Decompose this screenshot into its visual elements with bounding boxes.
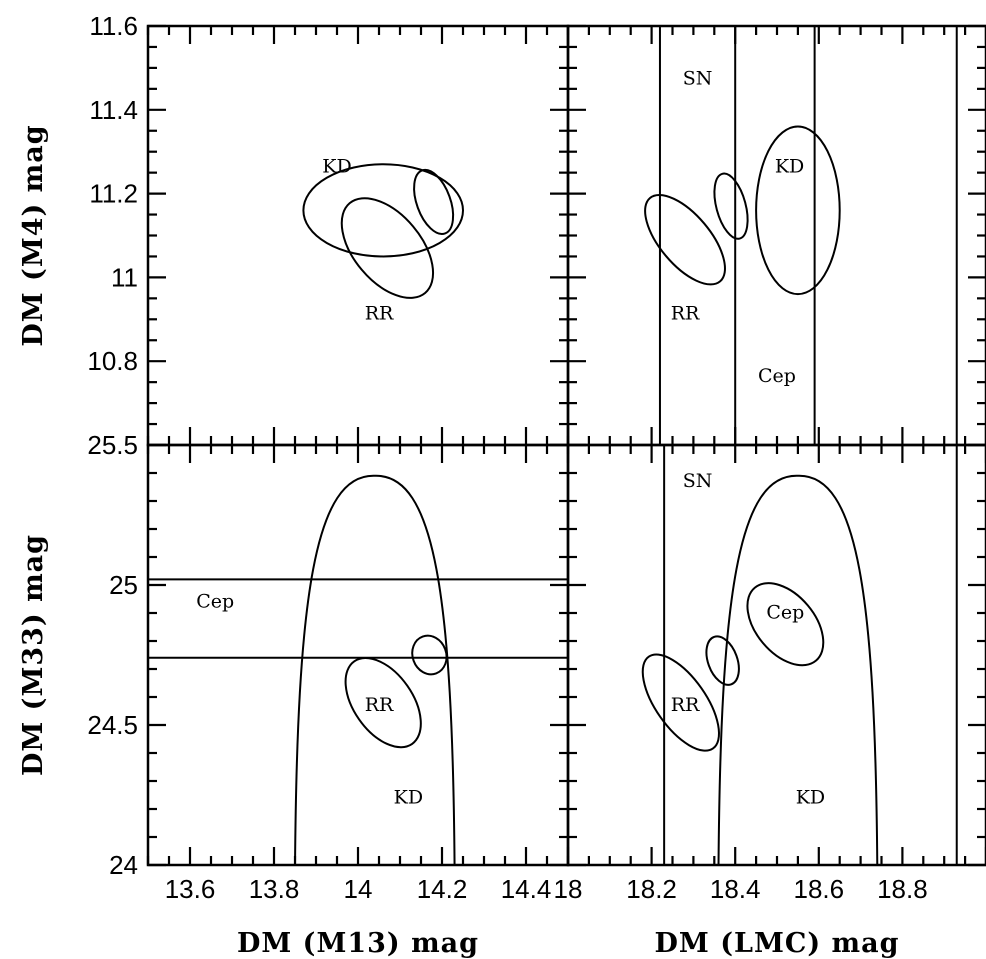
y-tick-label: 11	[111, 262, 138, 292]
contour-rr-cep	[705, 635, 740, 686]
panel-contours	[641, 445, 958, 865]
annotation-rr: RR	[365, 694, 394, 716]
annotation-rr: RR	[671, 694, 700, 716]
annotation-kd: KD	[394, 786, 423, 808]
x-tick-label: 13.6	[165, 874, 216, 904]
contour-kd	[294, 474, 456, 865]
panel-bottom-left	[146, 443, 570, 867]
panel-contours	[302, 163, 465, 299]
y-tick-label: 24.5	[87, 710, 138, 740]
panel-bottom-right	[566, 443, 986, 867]
x-tick-label: 18	[554, 874, 583, 904]
x-tick-label: 13.8	[249, 874, 300, 904]
y-tick-label: 11.6	[89, 11, 138, 41]
x-tick-label: 14	[344, 874, 373, 904]
y-tick-label: 25	[109, 570, 138, 600]
panel-frame	[146, 24, 570, 447]
annotation-sn: SN	[683, 68, 713, 90]
y-tick-label: 10.8	[87, 346, 138, 376]
x-tick-label: 18.2	[626, 874, 677, 904]
annotation-cep: Cep	[758, 365, 796, 387]
x-axis-title: DM (M13) mag	[237, 928, 479, 959]
annotation-cep: Cep	[766, 602, 804, 624]
x-tick-label: 18.6	[793, 874, 844, 904]
contour-rr-cep	[411, 634, 448, 676]
contour-rr	[641, 653, 720, 752]
x-tick-label: 18.8	[877, 874, 928, 904]
panel-contours	[644, 26, 958, 445]
annotation-sn: SN	[683, 470, 713, 492]
annotation-cep: Cep	[196, 590, 234, 612]
x-tick-label: 14.4	[501, 874, 552, 904]
annotation-rr: RR	[671, 302, 700, 324]
annotation-kd: KD	[796, 786, 825, 808]
x-tick-label: 18.4	[710, 874, 761, 904]
y-tick-label: 24	[109, 850, 138, 880]
annotation-rr: RR	[365, 302, 394, 324]
contour-kd	[717, 474, 879, 865]
panel-contours	[148, 474, 568, 865]
y-tick-label: 11.4	[89, 95, 138, 125]
contour-rr-kd	[713, 172, 749, 240]
x-tick-label: 14.2	[417, 874, 468, 904]
contour-kd	[302, 163, 465, 258]
contour-rr	[340, 197, 435, 299]
contour-rr	[344, 657, 422, 749]
y-tick-label: 11.2	[89, 179, 138, 209]
y-axis-title: DM (M4) mag	[18, 124, 49, 346]
contour-cep	[746, 582, 825, 667]
annotation-kd: KD	[775, 156, 804, 178]
contour-rr-kd	[413, 168, 455, 235]
panel-top-left	[146, 24, 570, 447]
contour-rr	[644, 193, 726, 286]
contour-kd	[755, 125, 841, 296]
panel-frame	[146, 443, 570, 867]
x-axis-title: DM (LMC) mag	[655, 928, 900, 959]
annotation-kd: KD	[322, 156, 351, 178]
y-tick-label: 25.5	[87, 430, 138, 460]
y-axis-title: DM (M33) mag	[18, 534, 49, 776]
